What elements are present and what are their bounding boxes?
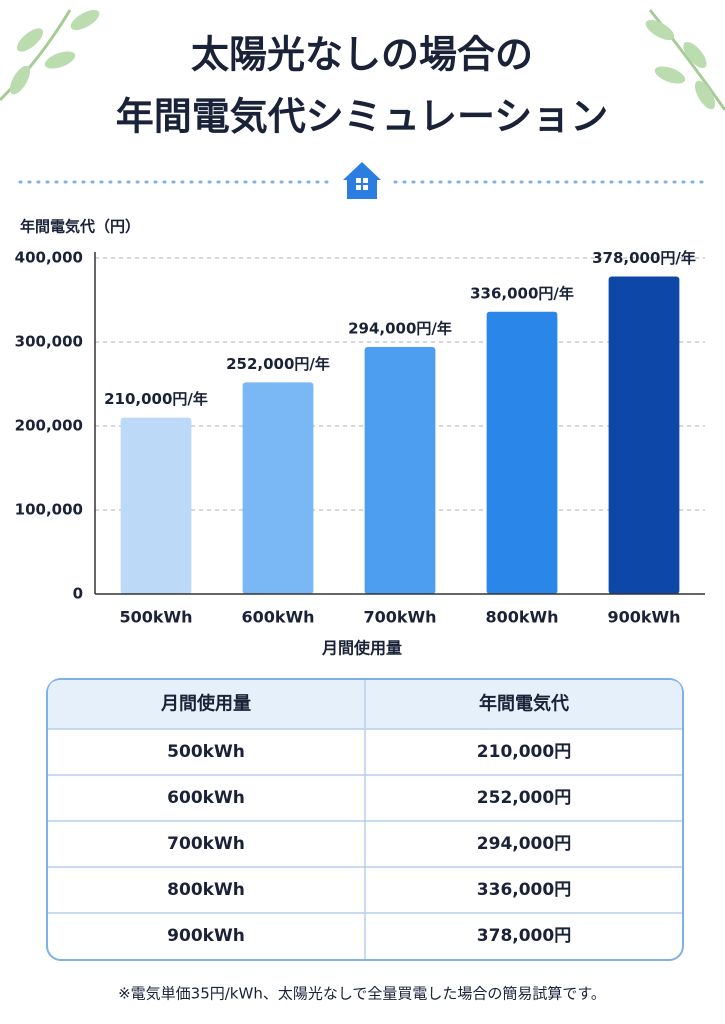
table-cell: 900kWh bbox=[167, 926, 245, 946]
table-cell: 800kWh bbox=[167, 880, 245, 900]
value-label: 252,000円/年 bbox=[226, 355, 330, 373]
bar bbox=[364, 347, 436, 594]
table-cell: 210,000円 bbox=[477, 742, 571, 762]
x-tick-label: 900kWh bbox=[607, 608, 680, 627]
table-cell: 600kWh bbox=[167, 788, 245, 808]
leaf-decoration-right bbox=[645, 9, 725, 111]
x-tick-label: 700kWh bbox=[363, 608, 436, 627]
y-tick-label: 400,000 bbox=[15, 249, 83, 267]
table-cell: 500kWh bbox=[167, 742, 245, 762]
y-tick-label: 100,000 bbox=[15, 501, 83, 519]
x-tick-label: 600kWh bbox=[241, 608, 314, 627]
value-label: 210,000円/年 bbox=[104, 390, 208, 408]
bar bbox=[608, 276, 680, 594]
table-cell: 336,000円 bbox=[477, 880, 571, 900]
leaf-decoration-left bbox=[0, 9, 100, 102]
value-label: 294,000円/年 bbox=[348, 320, 452, 338]
bar bbox=[120, 417, 192, 594]
table-header-cell: 月間使用量 bbox=[160, 693, 251, 715]
table-cell: 252,000円 bbox=[477, 788, 571, 808]
table-cell: 378,000円 bbox=[477, 926, 571, 946]
house-icon bbox=[343, 162, 381, 199]
x-axis-label: 月間使用量 bbox=[321, 639, 402, 658]
bar bbox=[242, 382, 314, 594]
table-cell: 294,000円 bbox=[477, 834, 571, 854]
value-label: 378,000円/年 bbox=[592, 249, 696, 267]
value-label: 336,000円/年 bbox=[470, 284, 574, 302]
table-cell: 700kWh bbox=[167, 834, 245, 854]
table: 月間使用量 年間電気代 500kWh 210,000円 600kWh 252,000円 70… bbox=[48, 693, 682, 946]
y-axis-label: 年間電気代（円） bbox=[20, 218, 140, 236]
title-line: 年間電気代シミュレーション bbox=[116, 95, 608, 139]
y-tick-label: 300,000 bbox=[15, 333, 83, 351]
table-header-cell: 年間電気代 bbox=[479, 693, 569, 715]
x-tick-label: 500kWh bbox=[119, 608, 192, 627]
footnote: ※電気単価35円/kWh、太陽光なしで全量買電した場合の簡易試算です。 bbox=[118, 985, 606, 1003]
x-tick-label: 800kWh bbox=[485, 608, 558, 627]
bar bbox=[486, 311, 558, 594]
plot: 0 100,000 200,000 300,000 400,000 500kWh 210,0… bbox=[15, 249, 705, 627]
y-tick-label: 0 bbox=[73, 585, 83, 603]
title-line: 太陽光なしの場合の bbox=[191, 33, 533, 77]
y-tick-label: 200,000 bbox=[15, 417, 83, 435]
